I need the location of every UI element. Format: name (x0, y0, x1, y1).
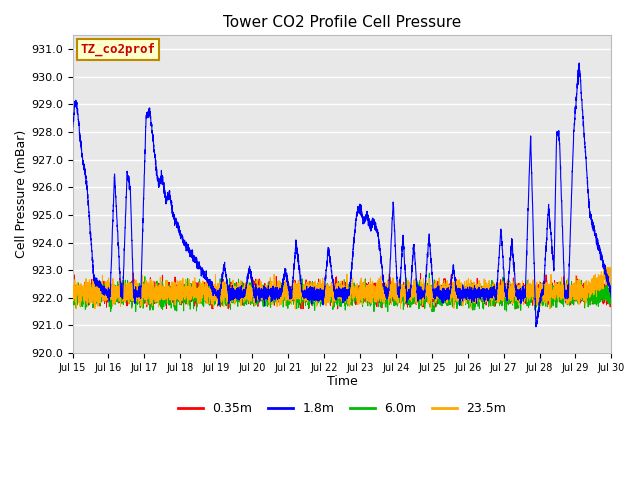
Y-axis label: Cell Pressure (mBar): Cell Pressure (mBar) (15, 130, 28, 258)
X-axis label: Time: Time (326, 375, 357, 388)
Legend: 0.35m, 1.8m, 6.0m, 23.5m: 0.35m, 1.8m, 6.0m, 23.5m (173, 397, 511, 420)
Text: TZ_co2prof: TZ_co2prof (81, 43, 156, 56)
Title: Tower CO2 Profile Cell Pressure: Tower CO2 Profile Cell Pressure (223, 15, 461, 30)
